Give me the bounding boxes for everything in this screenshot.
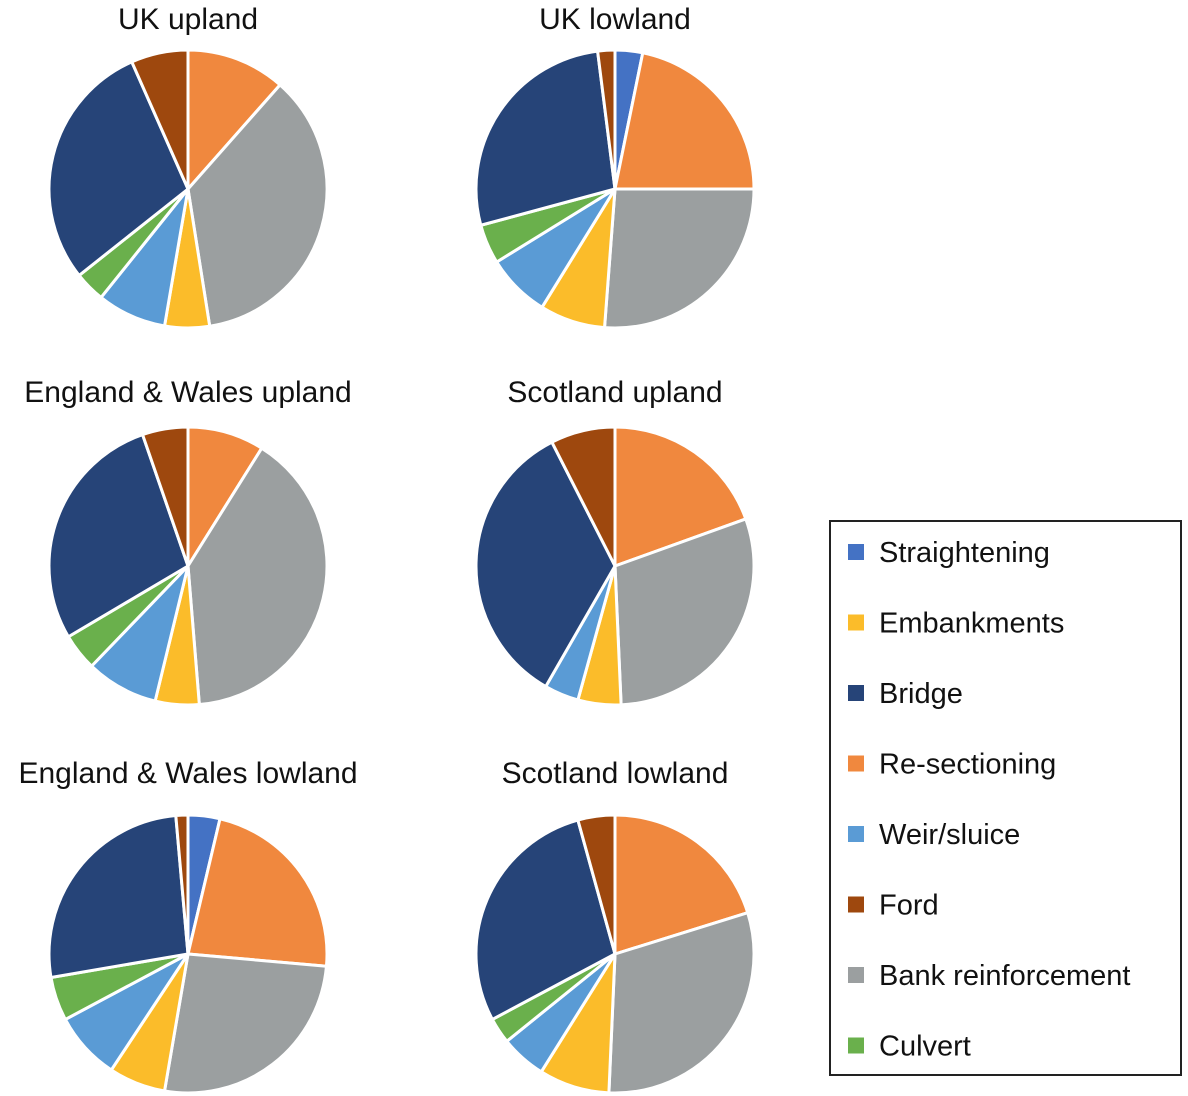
pie-slice-re-sectioning xyxy=(186,48,282,191)
pie-slice-ford xyxy=(576,813,617,956)
legend-label: Bank reinforcement xyxy=(879,960,1130,992)
pie-slice-bank-reinforcement xyxy=(603,187,756,330)
legend-item-culvert: Culvert xyxy=(848,1031,971,1063)
pie-title: England & Wales upland xyxy=(24,376,351,409)
legend-swatch xyxy=(848,826,864,842)
legend-items: Straightening Embankments Bridge Re-section… xyxy=(848,537,1130,1063)
legend-item-bridge: Bridge xyxy=(848,678,963,710)
pie-slice-re-sectioning xyxy=(613,813,750,956)
pie-scotland-lowland: Scotland lowland xyxy=(474,757,756,1095)
pie-uk-upland: UK upland xyxy=(47,3,329,330)
pie-slice-bank-reinforcement xyxy=(613,517,756,707)
pie-slice-bridge xyxy=(474,49,617,227)
legend: Straightening Embankments Bridge Re-section… xyxy=(829,520,1182,1076)
legend-swatch xyxy=(848,896,864,913)
legend-item-weir-sluice: Weir/sluice xyxy=(848,819,1020,851)
legend-label: Embankments xyxy=(879,608,1064,640)
pie-slice-bridge xyxy=(47,814,190,979)
legend-item-straightening: Straightening xyxy=(848,537,1050,569)
legend-label: Bridge xyxy=(879,678,963,710)
legend-item-bank-reinforcement: Bank reinforcement xyxy=(848,960,1130,992)
pie-slice-ford xyxy=(596,48,617,191)
legend-item-ford: Ford xyxy=(848,890,939,922)
pie-title: Scotland upland xyxy=(507,376,722,409)
pie-title: Scotland lowland xyxy=(502,757,729,790)
pie-grid: UK upland UK lowland England & Wales uplan… xyxy=(18,3,756,1095)
legend-swatch xyxy=(848,685,864,701)
legend-swatch xyxy=(848,1037,864,1054)
legend-item-embankments: Embankments xyxy=(848,608,1064,640)
legend-item-re-sectioning: Re-sectioning xyxy=(848,749,1056,781)
legend-label: Re-sectioning xyxy=(879,749,1056,781)
legend-label: Culvert xyxy=(879,1031,971,1063)
pie-england-wales-lowland: England & Wales lowland xyxy=(18,757,358,1095)
pie-slice-bridge xyxy=(47,60,190,277)
pie-scotland-upland: Scotland upland xyxy=(474,376,756,707)
pie-title: UK upland xyxy=(118,3,258,36)
pie-slice-ford xyxy=(130,48,190,191)
pie-slice-bank-reinforcement xyxy=(607,911,756,1095)
legend-label: Ford xyxy=(879,890,939,922)
pie-slice-bank-reinforcement xyxy=(186,83,329,328)
pie-england-wales-upland: England & Wales upland xyxy=(24,376,352,707)
pie-title: England & Wales lowland xyxy=(18,757,357,790)
pie-slice-bridge xyxy=(47,433,190,639)
pie-slice-re-sectioning xyxy=(613,425,748,568)
pie-slice-re-sectioning xyxy=(613,51,756,191)
pie-slice-re-sectioning xyxy=(186,817,329,968)
pie-slice-bank-reinforcement xyxy=(163,952,328,1095)
pie-slice-bridge xyxy=(474,440,617,689)
pie-slice-ford xyxy=(141,425,190,568)
legend-swatch xyxy=(848,614,864,631)
pie-slice-bridge xyxy=(474,818,617,1021)
legend-label: Weir/sluice xyxy=(879,819,1020,851)
pie-slice-ford xyxy=(174,813,190,956)
legend-box xyxy=(829,520,1182,1076)
pie-title: UK lowland xyxy=(539,3,691,36)
pie-uk-lowland: UK lowland xyxy=(474,3,756,330)
pie-slice-ford xyxy=(550,425,617,568)
pie-slice-bank-reinforcement xyxy=(186,446,329,707)
legend-swatch xyxy=(848,544,864,560)
legend-label: Straightening xyxy=(879,537,1050,569)
legend-swatch xyxy=(848,755,864,772)
legend-swatch xyxy=(848,967,864,983)
